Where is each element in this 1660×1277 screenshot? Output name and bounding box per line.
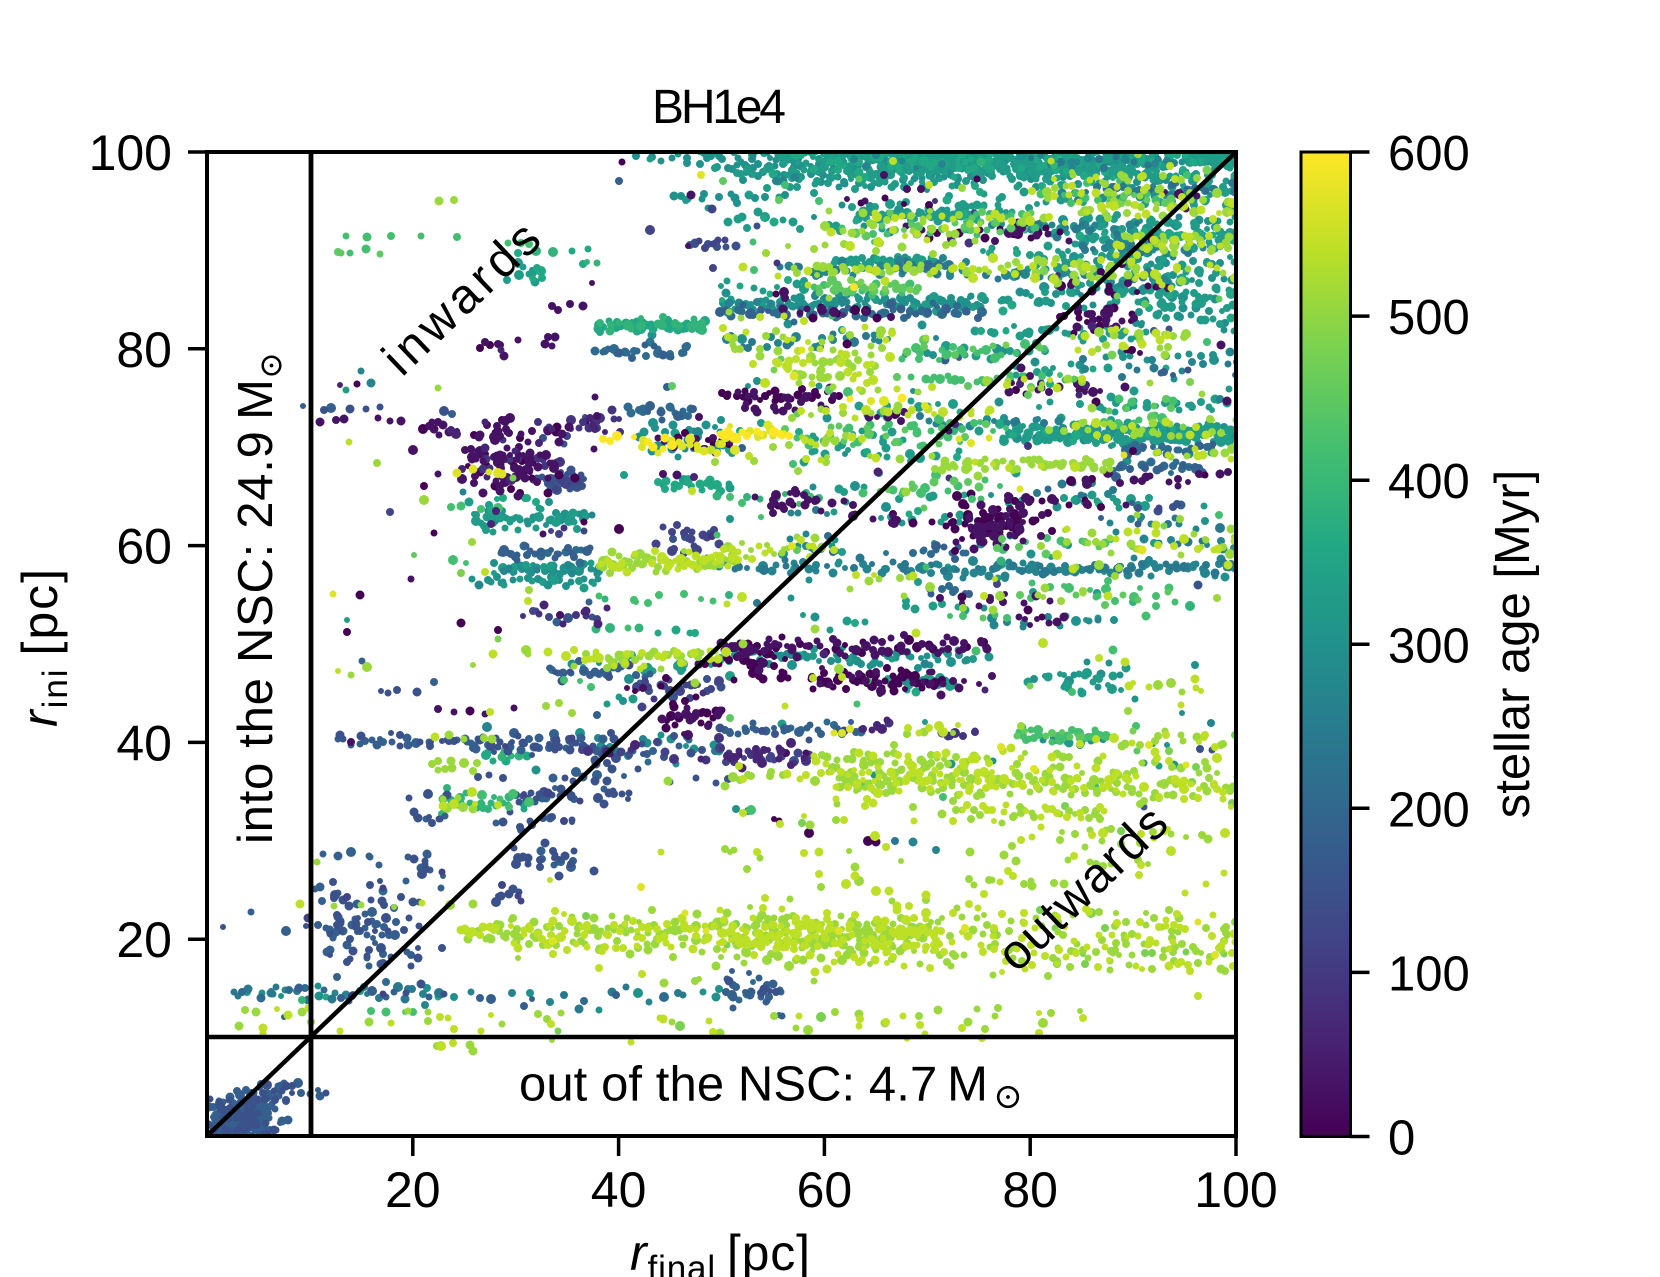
svg-text:60: 60 <box>116 519 172 575</box>
svg-text:BH1e4: BH1e4 <box>652 81 786 134</box>
svg-text:300: 300 <box>1388 619 1470 673</box>
svg-text:out of the NSC: 4.7 M: out of the NSC: 4.7 M <box>519 1058 988 1112</box>
svg-text:60: 60 <box>797 1162 853 1218</box>
svg-text:400: 400 <box>1388 455 1470 509</box>
svg-text:40: 40 <box>591 1162 647 1218</box>
svg-text:80: 80 <box>1002 1162 1058 1218</box>
svg-text:stellar age [Myr]: stellar age [Myr] <box>1486 470 1540 819</box>
svg-text:rini [pc]: rini [pc] <box>12 569 75 727</box>
svg-text:200: 200 <box>1388 783 1470 837</box>
svg-text:500: 500 <box>1388 291 1470 345</box>
svg-text:0: 0 <box>1388 1112 1415 1166</box>
svg-text:40: 40 <box>116 715 172 771</box>
svg-text:rfinal [pc]: rfinal [pc] <box>630 1225 810 1277</box>
svg-text:100: 100 <box>89 125 172 181</box>
svg-text:100: 100 <box>1194 1162 1277 1218</box>
svg-text:20: 20 <box>385 1162 441 1218</box>
svg-text:into the NSC: 24.9 M: into the NSC: 24.9 M <box>229 379 283 844</box>
svg-text:80: 80 <box>116 322 172 378</box>
svg-text:100: 100 <box>1388 947 1470 1001</box>
svg-text:600: 600 <box>1388 127 1470 181</box>
svg-text:20: 20 <box>116 912 172 968</box>
